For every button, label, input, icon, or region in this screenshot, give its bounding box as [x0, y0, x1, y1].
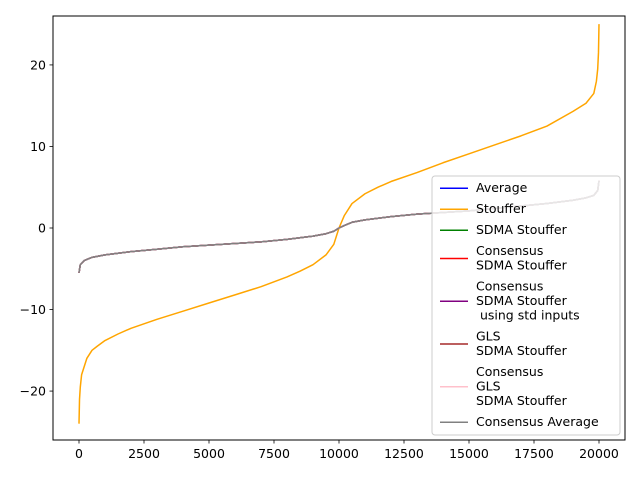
- x-tick-label: 20000: [579, 446, 619, 461]
- legend-label-line: Stouffer: [476, 201, 527, 216]
- legend-label-line: using std inputs: [476, 308, 580, 323]
- x-tick-label: 0: [75, 446, 83, 461]
- legend-label-line: SDMA Stouffer: [476, 393, 568, 408]
- legend-label: Consensus SDMA Stouffer: [476, 243, 568, 273]
- y-tick-label: 0: [38, 221, 46, 236]
- x-tick-label: 5000: [193, 446, 225, 461]
- legend-label-line: Consensus: [476, 364, 543, 379]
- x-tick-label: 10000: [319, 446, 359, 461]
- legend-label-line: Consensus: [476, 279, 543, 294]
- x-tick-label: 2500: [128, 446, 160, 461]
- legend-label: Stouffer: [476, 201, 527, 216]
- legend-label: SDMA Stouffer: [476, 222, 568, 237]
- y-tick-label: 10: [30, 139, 46, 154]
- y-axis: −20 −10 0 10 20: [20, 57, 53, 399]
- x-tick-label: 15000: [449, 446, 489, 461]
- x-axis: 0 2500 5000 7500 10000 12500 15000 17500 20000: [75, 440, 619, 461]
- y-tick-label: −10: [20, 302, 46, 317]
- legend-label: Average: [476, 180, 528, 195]
- legend-box: [431, 175, 621, 436]
- y-tick-label: −20: [20, 384, 46, 399]
- legend-label-line: Consensus: [476, 243, 543, 258]
- legend-label: GLS SDMA Stouffer: [476, 329, 568, 359]
- legend-label: Consensus Average: [476, 414, 599, 429]
- x-tick-label: 7500: [258, 446, 290, 461]
- legend-label-line: GLS: [476, 329, 501, 344]
- legend-label-line: Consensus Average: [476, 414, 599, 429]
- series-line-1: [78, 24, 600, 424]
- legend-label-line: SDMA Stouffer: [476, 343, 568, 358]
- legend-label-line: GLS: [476, 379, 501, 394]
- legend-label-line: SDMA Stouffer: [476, 293, 568, 308]
- legend-label: Consensus SDMA Stouffer using std inputs: [476, 279, 580, 323]
- legend-label-line: Average: [476, 180, 528, 195]
- legend-label-line: SDMA Stouffer: [476, 222, 568, 237]
- legend-label: Consensus GLS SDMA Stouffer: [476, 364, 568, 408]
- x-tick-label: 12500: [384, 446, 424, 461]
- x-tick-label: 17500: [514, 446, 554, 461]
- y-tick-label: 20: [30, 57, 46, 72]
- legend-label-line: SDMA Stouffer: [476, 258, 568, 273]
